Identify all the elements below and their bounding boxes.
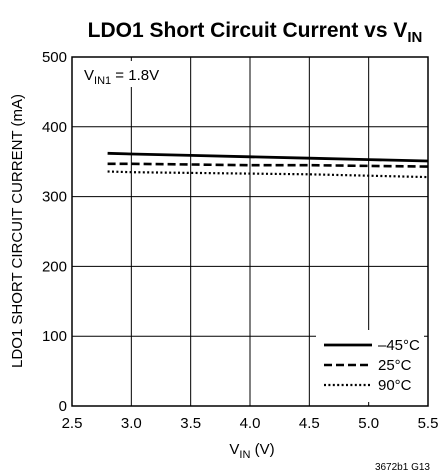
x-axis-label-sub: IN [239, 449, 250, 461]
figure-id: 3672b1 G13 [375, 462, 430, 473]
chart-title: LDO1 Short Circuit Current vs VIN [88, 19, 423, 46]
gridlines [72, 57, 428, 406]
annotation-text: VIN1 = 1.8V [84, 67, 159, 87]
legend: –45°C 25°C 90°C [316, 330, 424, 402]
chart-title-sub: IN [407, 29, 422, 46]
legend-label-0: –45°C [378, 337, 420, 354]
y-tick-label: 100 [42, 328, 67, 345]
x-tick-label: 3.0 [121, 415, 142, 432]
x-tick-label: 4.0 [240, 415, 261, 432]
y-tick-label: 0 [59, 398, 67, 415]
annotation-rest: = 1.8V [111, 67, 159, 84]
y-tick-label: 400 [42, 119, 67, 136]
x-tick-label: 4.5 [299, 415, 320, 432]
annotation-box [76, 61, 180, 87]
annotation-main: V [84, 67, 94, 84]
legend-label-1: 25°C [378, 357, 412, 374]
y-tick-label: 500 [42, 49, 67, 66]
x-tick-label: 3.5 [180, 415, 201, 432]
y-tick-label: 300 [42, 189, 67, 206]
legend-background [316, 330, 424, 402]
x-axis-label: VIN (V) [229, 441, 274, 461]
series-line-2 [107, 170, 429, 179]
x-tick-label: 2.5 [62, 415, 83, 432]
legend-label-2: 90°C [378, 377, 412, 394]
series-group [107, 151, 429, 179]
annotation-sub: IN1 [94, 75, 111, 87]
x-axis-label-unit: (V) [250, 441, 274, 458]
x-tick-labels: 2.5 3.0 3.5 4.0 4.5 5.0 5.5 [62, 415, 439, 432]
x-axis-label-main: V [229, 441, 239, 458]
series-line-1 [107, 162, 429, 168]
chart-title-main: LDO1 Short Circuit Current vs V [88, 19, 408, 42]
series-line-0 [107, 151, 429, 163]
x-tick-label: 5.0 [358, 415, 379, 432]
y-tick-label: 200 [42, 258, 67, 275]
x-tick-label: 5.5 [418, 415, 439, 432]
plot-frame [71, 56, 429, 407]
y-tick-labels: 0 100 200 300 400 500 [42, 49, 67, 415]
y-axis-label: LDO1 SHORT CIRCUIT CURRENT (mA) [9, 94, 26, 368]
